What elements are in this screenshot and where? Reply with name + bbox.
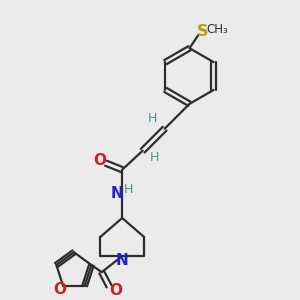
Text: H: H [148,112,158,125]
Text: N: N [110,186,123,201]
Text: H: H [124,183,133,196]
Text: O: O [53,282,66,297]
Text: H: H [150,152,159,164]
Text: S: S [197,24,208,39]
Text: O: O [93,153,106,168]
Text: CH₃: CH₃ [206,23,228,36]
Text: O: O [109,283,122,298]
Text: N: N [116,253,129,268]
